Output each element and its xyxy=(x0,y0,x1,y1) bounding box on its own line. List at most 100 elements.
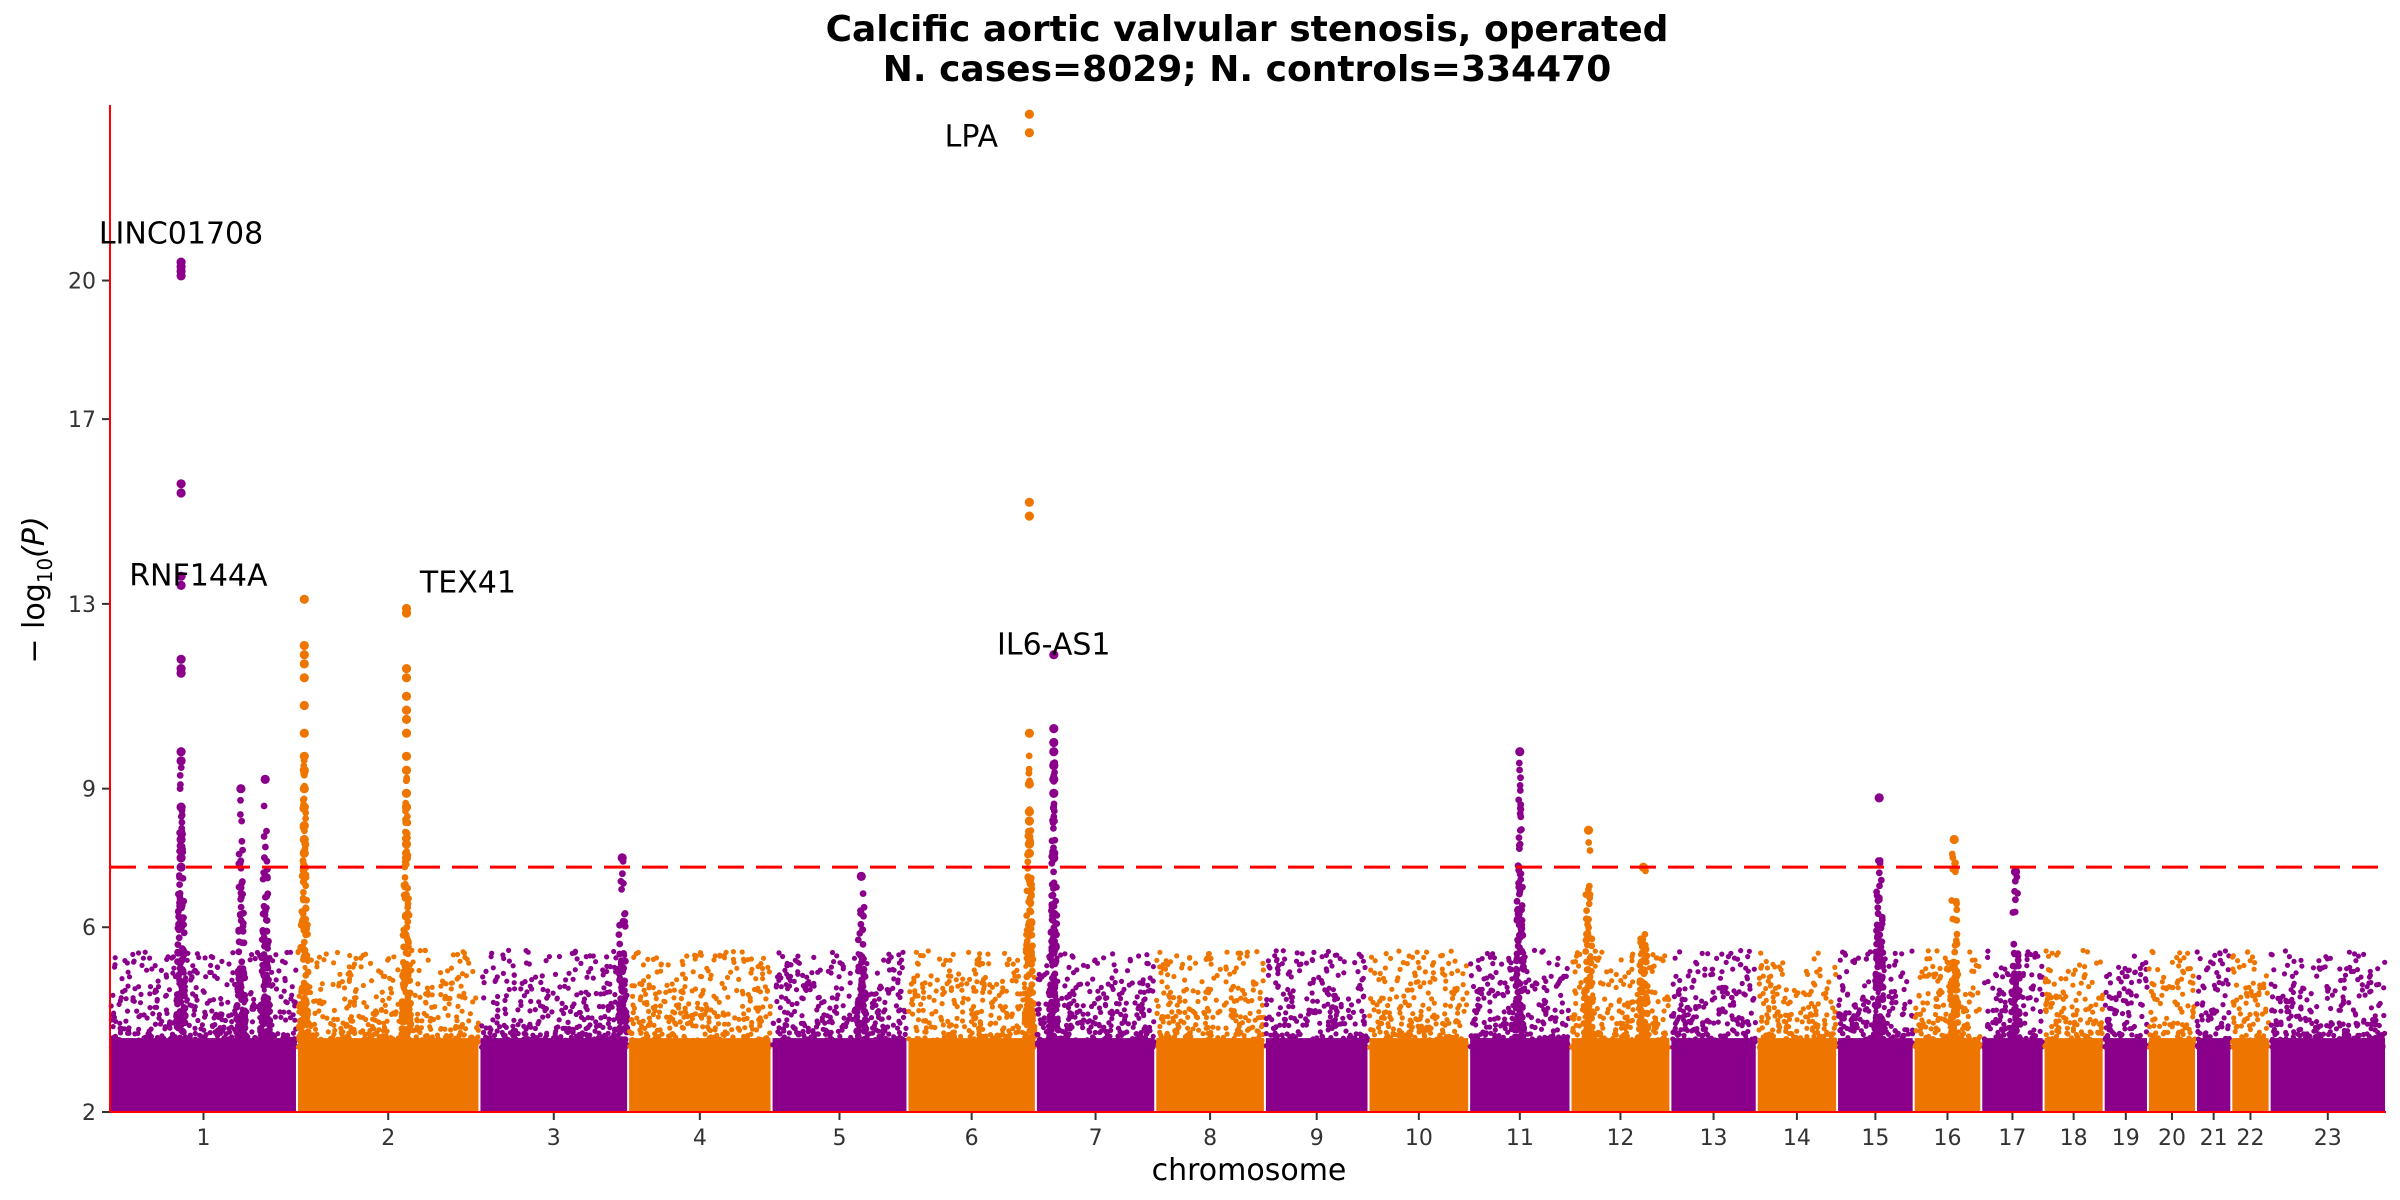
snp-point xyxy=(1080,1003,1086,1009)
peak-top-snp xyxy=(1049,761,1059,771)
snp-point xyxy=(272,1014,278,1020)
snp-point xyxy=(480,1029,487,1036)
snp-point xyxy=(505,1036,511,1042)
peak-chr1 xyxy=(233,784,249,1045)
snp-point xyxy=(117,1025,123,1031)
peak-snp xyxy=(619,870,626,878)
peak-snp xyxy=(175,934,183,942)
snp-point xyxy=(1237,950,1243,956)
snp-point xyxy=(285,1032,291,1038)
snp-point xyxy=(605,1007,612,1013)
snp-point xyxy=(1350,1009,1356,1016)
snp-point xyxy=(823,1031,829,1037)
snp-point xyxy=(1357,982,1363,988)
peak-snp xyxy=(1047,1003,1054,1011)
snp-point xyxy=(1335,972,1341,978)
snp-point xyxy=(1234,997,1240,1004)
snp-point xyxy=(884,987,890,993)
chart-subtitle: N. cases=8029; N. controls=334470 xyxy=(883,49,1612,90)
snp-point xyxy=(198,1044,204,1050)
snp-point xyxy=(116,1038,122,1044)
snp-point xyxy=(714,1014,720,1020)
snp-point xyxy=(719,1044,725,1050)
snp-point xyxy=(165,954,171,960)
snp-point xyxy=(1171,973,1177,980)
peak-snp xyxy=(178,1021,186,1028)
snp-point xyxy=(1165,1014,1171,1020)
snp-point xyxy=(743,1044,749,1050)
peak-top-snp xyxy=(299,821,309,831)
snp-point xyxy=(335,1036,341,1042)
snp-point xyxy=(720,1031,726,1037)
snp-point xyxy=(1123,1000,1129,1006)
snp-point xyxy=(686,1001,692,1007)
peak-snp xyxy=(857,985,864,993)
snp-point xyxy=(732,1044,739,1050)
snp-point xyxy=(1134,994,1140,1000)
snp-point xyxy=(1010,961,1016,967)
snp-point xyxy=(690,969,696,975)
peak-snp xyxy=(265,976,272,984)
snp-point xyxy=(143,1044,149,1050)
peak-top-snp xyxy=(1024,807,1034,817)
snp-point xyxy=(481,980,487,986)
peak-snp xyxy=(1051,947,1058,955)
snp-point xyxy=(283,1017,289,1023)
snp-point xyxy=(340,1029,346,1035)
snp-point xyxy=(276,968,282,974)
snp-point xyxy=(1140,1005,1146,1012)
snp-point xyxy=(829,949,836,956)
snp-point xyxy=(674,977,680,983)
snp-point xyxy=(654,969,660,975)
snp-point xyxy=(805,1036,811,1042)
snp-point xyxy=(532,1007,538,1013)
peak-snp xyxy=(238,958,246,966)
snp-point xyxy=(705,968,711,974)
snp-point xyxy=(187,970,193,976)
snp-point xyxy=(556,1017,562,1023)
snp-point xyxy=(1090,976,1096,982)
peak-snp xyxy=(237,796,244,804)
snp-point xyxy=(789,1001,795,1008)
snp-point xyxy=(475,1027,481,1033)
snp-point xyxy=(289,984,295,990)
snp-point xyxy=(369,1034,375,1040)
snp-point xyxy=(246,1042,252,1048)
snp-point xyxy=(1104,1039,1110,1046)
snp-point xyxy=(1340,1035,1346,1041)
peak-snp xyxy=(262,954,269,962)
snp-point xyxy=(1223,1025,1229,1031)
peak-snp xyxy=(404,904,412,911)
snp-point xyxy=(142,949,148,955)
snp-point xyxy=(121,1026,127,1032)
snp-point xyxy=(1355,969,1361,975)
snp-point xyxy=(725,994,731,1000)
snp-point xyxy=(252,1044,258,1050)
peak-snp xyxy=(621,910,628,918)
peak-top-snp xyxy=(1049,774,1059,785)
peak-top-snp xyxy=(176,654,186,664)
snp-point xyxy=(373,994,379,1000)
snp-point xyxy=(1352,1021,1358,1027)
peak-snp xyxy=(302,972,310,979)
peak-snp xyxy=(175,907,182,915)
snp-point xyxy=(491,1037,498,1043)
snp-point xyxy=(1276,1011,1282,1017)
snp-point xyxy=(223,1031,229,1037)
peak-snp xyxy=(300,888,307,896)
peak-snp xyxy=(402,931,410,939)
snp-point xyxy=(1092,1029,1098,1036)
snp-point xyxy=(1235,985,1241,991)
peak-snp xyxy=(618,886,625,893)
snp-point xyxy=(1361,1013,1367,1019)
peak-top-snp xyxy=(401,714,412,725)
snp-point xyxy=(163,992,169,998)
snp-point xyxy=(111,1014,117,1021)
snp-point xyxy=(1165,1044,1171,1050)
snp-point xyxy=(380,997,386,1004)
snp-point xyxy=(391,954,397,960)
snp-point xyxy=(350,964,356,970)
snp-point xyxy=(611,1017,617,1023)
snp-point xyxy=(897,1007,903,1013)
snp-point xyxy=(314,1042,320,1048)
